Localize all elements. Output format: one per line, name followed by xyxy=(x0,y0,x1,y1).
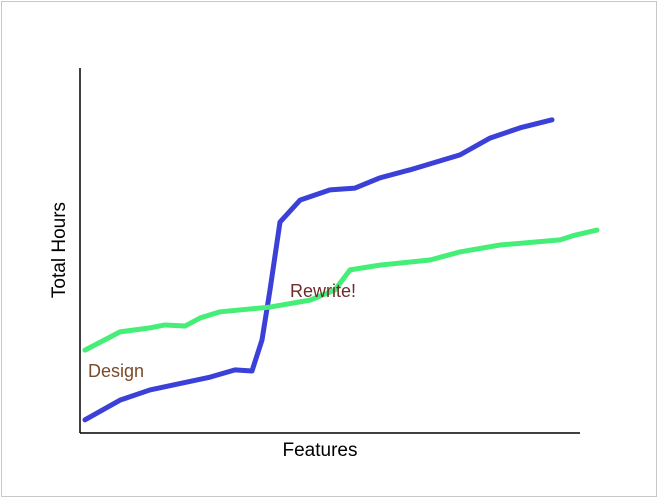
annotation: Rewrite! xyxy=(290,281,356,301)
x-axis-label: Features xyxy=(283,440,358,461)
annotation: Design xyxy=(88,361,144,381)
y-axis-label: Total Hours xyxy=(49,202,70,298)
line xyxy=(82,117,555,423)
line xyxy=(82,227,600,353)
